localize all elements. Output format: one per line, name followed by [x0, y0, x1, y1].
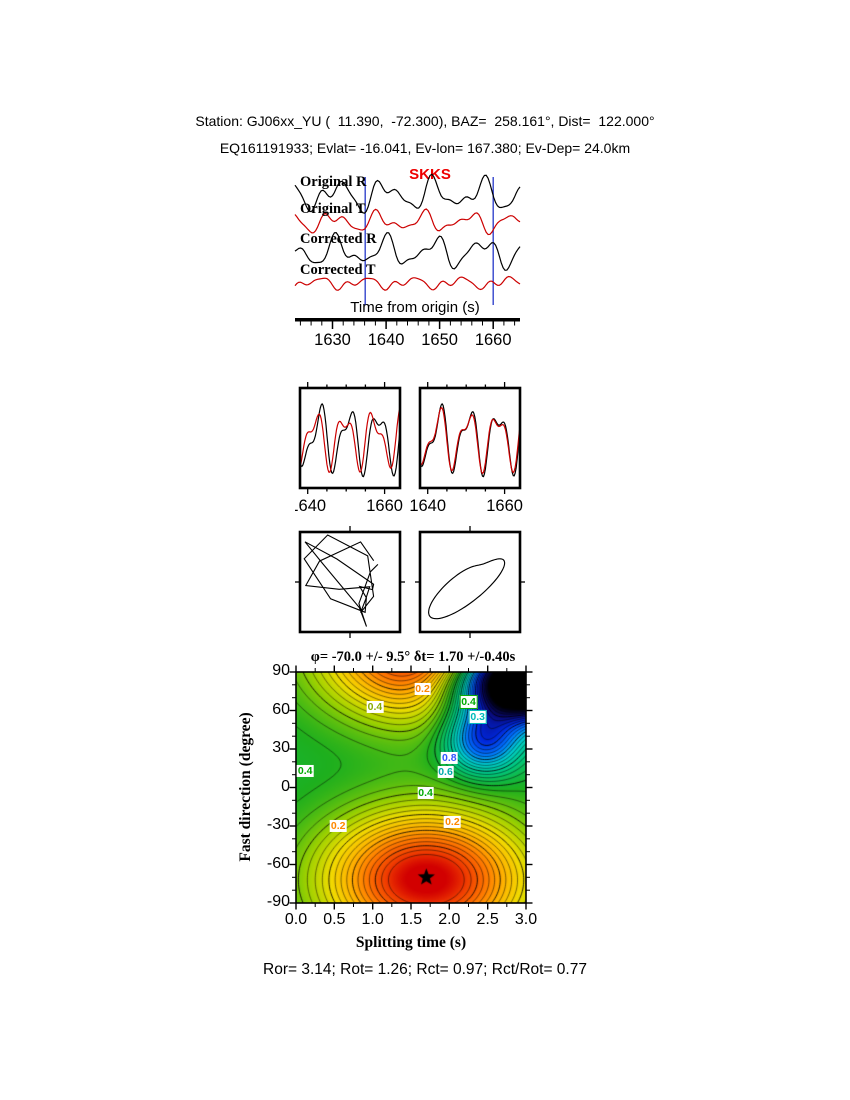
contour-value-label: 0.4 [459, 694, 478, 709]
contour-value-label: 0.8 [441, 751, 458, 764]
contour-value-label: 0.4 [366, 700, 384, 713]
contour-value-label: 0.4 [296, 764, 314, 777]
particle-box [418, 530, 522, 634]
waveform-box [418, 386, 522, 490]
contour-y-tick-label: 30 [272, 739, 290, 756]
trace-label: Original R [300, 174, 367, 190]
contour-value-label: 0.2 [329, 819, 347, 833]
seismogram-trace [294, 275, 521, 291]
particle-motion-path [428, 558, 506, 620]
contour-y-tick-label: 0 [281, 777, 290, 795]
seismogram-panel: Original R Original T Corrected R Corrected… [280, 165, 530, 360]
particle-motion-panels [295, 524, 525, 649]
time-axis-label: Time from origin (s) [350, 299, 480, 316]
contour-value-label: 0.4 [417, 786, 434, 799]
contour-x-axis-label: Splitting time (s) [355, 934, 467, 951]
window-trace [419, 406, 521, 475]
header-line-2: EQ161191933; Evlat= -16.041, Ev-lon= 167… [219, 140, 631, 156]
contour-x-tick-label: 0.0 [284, 911, 308, 928]
particle-motion-svg [295, 526, 525, 638]
contour-x-tick-label: 1.0 [361, 911, 384, 928]
contour-x-tick-label: 3.0 [514, 911, 538, 928]
box-tick-label: 1660 [366, 497, 403, 515]
footer-stats: Ror= 3.14; Rot= 1.26; Rct= 0.97; Rct/Rot… [263, 961, 587, 978]
error-surface-frame [289, 665, 533, 910]
time-axis-tick-label: 1630 [314, 331, 351, 349]
contour-value-label: 0.3 [468, 709, 487, 724]
window-trace [299, 407, 401, 473]
contour-value-label: 0.2 [444, 816, 461, 829]
trace-label: Corrected T [300, 262, 376, 278]
seismogram-svg: Original R Original T Corrected R Corrected… [294, 173, 521, 349]
contour-y-axis-label: Fast direction (degree) [237, 712, 254, 862]
splitting-result-title: φ= -70.0 +/- 9.5° δt= 1.70 +/-0.40s [310, 649, 516, 665]
time-axis-tick-label: 1640 [368, 331, 405, 349]
window-trace [299, 402, 401, 478]
error-surface-canvas [296, 672, 526, 903]
box-tick-label: 1660 [486, 497, 523, 515]
time-axis-tick-label: 1660 [475, 331, 512, 349]
seismogram-trace [294, 173, 521, 214]
contour-y-tick-label: -90 [266, 893, 290, 910]
trace-label: Original T [300, 201, 366, 217]
contour-value-label: 0.6 [437, 766, 454, 779]
seismogram-trace [294, 231, 521, 271]
contour-frame [295, 671, 527, 904]
contour-x-tick-label: 1.5 [399, 911, 423, 928]
contour-y-tick-label: 60 [272, 700, 290, 718]
waveform-box [298, 386, 402, 490]
header-line-1: Station: GJ06xx_YU ( 11.390, -72.300), B… [195, 113, 655, 129]
time-axis-tick-label: 1650 [421, 331, 458, 349]
time-axis [295, 318, 520, 322]
contour-y-tick-label: 90 [272, 662, 290, 679]
box-tick-label: 1640 [409, 497, 446, 515]
window-waveform-panels: 1640 1660 1640 1660 [289, 380, 525, 527]
seismogram-trace [294, 208, 521, 236]
trace-label: Corrected R [300, 231, 377, 247]
box-tick-label: 1640 [295, 497, 326, 515]
contour-x-tick-label: 2.0 [438, 911, 461, 928]
contour-x-tick-label: 0.5 [323, 911, 346, 928]
window-trace [419, 402, 521, 478]
contour-y-tick-label: -60 [266, 854, 290, 872]
contour-y-tick-label: -30 [266, 816, 290, 833]
contour-value-label: 0.2 [414, 682, 431, 695]
phase-label: SKKS [409, 166, 451, 183]
window-waveforms-svg: 1640 1660 1640 1660 [289, 382, 523, 515]
particle-motion-path [303, 534, 379, 627]
error-surface: 0.0 0.5 1.0 1.5 2.0 2.5 3.0 90 60 30 0 -30 -60 -90 0.2… [267, 662, 537, 928]
contour-x-tick-label: 2.5 [476, 911, 499, 928]
